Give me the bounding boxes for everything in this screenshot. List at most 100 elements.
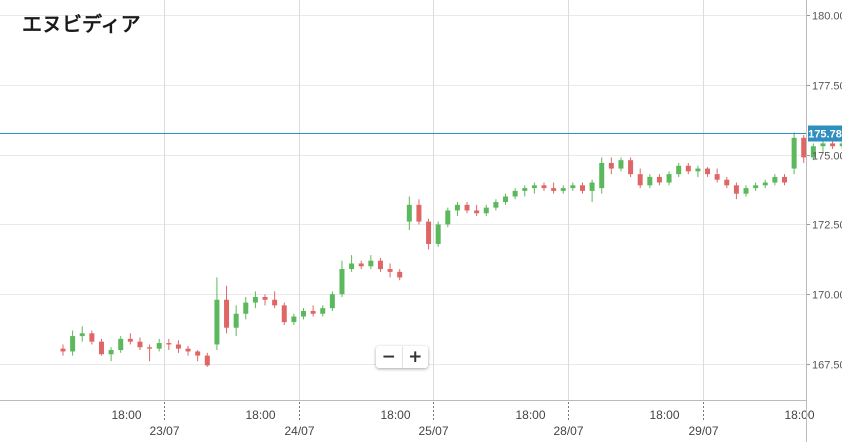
candle-body <box>233 313 239 328</box>
candle <box>195 350 201 362</box>
candle-body <box>262 296 268 300</box>
candle-body <box>156 343 162 349</box>
zoom-out-button[interactable]: − <box>381 347 396 367</box>
candle <box>608 157 614 175</box>
candle-body <box>560 188 566 191</box>
candle-body <box>579 185 585 191</box>
candle <box>656 174 662 186</box>
candle <box>224 285 230 334</box>
candle-body <box>118 338 124 351</box>
candle-body <box>397 271 403 278</box>
candle <box>801 135 807 163</box>
candle <box>483 204 489 217</box>
candle <box>377 257 383 272</box>
candle-body <box>147 347 153 349</box>
candle <box>349 255 355 272</box>
current-price-label: 175.78 <box>808 129 842 141</box>
x-time-label: 18:00 <box>380 408 410 422</box>
candle-body <box>714 174 720 180</box>
candle-body <box>483 207 489 214</box>
candle <box>560 185 566 194</box>
zoom-controls: − + <box>376 346 428 368</box>
candle <box>676 162 682 177</box>
candle-body <box>743 188 749 194</box>
x-date-label: 28/07 <box>553 424 583 438</box>
candle-body <box>685 165 691 172</box>
candle-body <box>464 204 470 211</box>
candle-body <box>329 294 335 309</box>
candle <box>156 338 162 352</box>
candle <box>310 305 316 317</box>
candle <box>589 179 595 203</box>
candle-body <box>493 202 499 208</box>
candle-body <box>705 168 711 175</box>
candle <box>339 260 345 297</box>
candle <box>753 182 759 191</box>
y-tick-label: 175.00 <box>812 151 842 163</box>
candle-body <box>368 260 374 267</box>
candle-body <box>204 355 210 366</box>
candle <box>137 337 143 351</box>
candle-body <box>618 160 624 169</box>
candle <box>772 174 778 186</box>
x-time-label: 18:00 <box>649 408 679 422</box>
candle-body <box>733 185 739 194</box>
candle <box>368 255 374 270</box>
candle-body <box>570 185 576 189</box>
candle-body <box>224 299 230 328</box>
candle-body <box>637 174 643 186</box>
x-time-label: 18:00 <box>111 408 141 422</box>
candle-body <box>676 165 682 175</box>
candle <box>435 221 441 247</box>
candle <box>387 263 393 278</box>
candle <box>272 291 278 309</box>
candle-body <box>599 162 605 189</box>
x-time-label: 18:00 <box>245 408 275 422</box>
candle <box>233 305 239 337</box>
candle <box>358 260 364 270</box>
candle-body <box>791 137 797 169</box>
candle <box>782 174 787 186</box>
candle <box>791 132 797 175</box>
candle <box>666 171 672 186</box>
candle <box>820 140 826 152</box>
candle-body <box>724 179 730 186</box>
candle <box>839 140 842 150</box>
candle <box>474 204 480 217</box>
candle-body <box>214 299 220 345</box>
candle-body <box>810 146 816 158</box>
candle-body <box>830 143 836 147</box>
x-date-label: 23/07 <box>149 424 179 438</box>
candle-body <box>108 350 114 355</box>
candle-body <box>137 341 143 348</box>
candle <box>426 218 432 250</box>
candle-body <box>782 176 787 183</box>
candle <box>329 291 335 311</box>
candle-body <box>435 224 441 244</box>
candle-body <box>301 310 306 317</box>
candle <box>599 157 605 194</box>
candle <box>810 143 816 161</box>
candle-body <box>243 302 249 314</box>
candle <box>522 185 528 197</box>
candle-body <box>531 185 537 189</box>
candle <box>695 165 701 177</box>
candle <box>445 207 451 228</box>
candle-body <box>358 263 364 267</box>
candle-body <box>98 341 104 355</box>
candle <box>185 345 191 356</box>
candle <box>637 168 643 189</box>
candle <box>743 185 749 197</box>
candle <box>118 336 124 353</box>
candle-body <box>89 333 95 342</box>
candle-body <box>541 185 547 189</box>
x-time-label: 18:00 <box>515 408 545 422</box>
candle-body <box>272 299 278 306</box>
candle <box>320 305 326 317</box>
candle <box>108 347 114 362</box>
zoom-in-button[interactable]: + <box>401 346 429 368</box>
candle-body <box>589 182 595 191</box>
chart-title: エヌビディア <box>22 12 141 36</box>
